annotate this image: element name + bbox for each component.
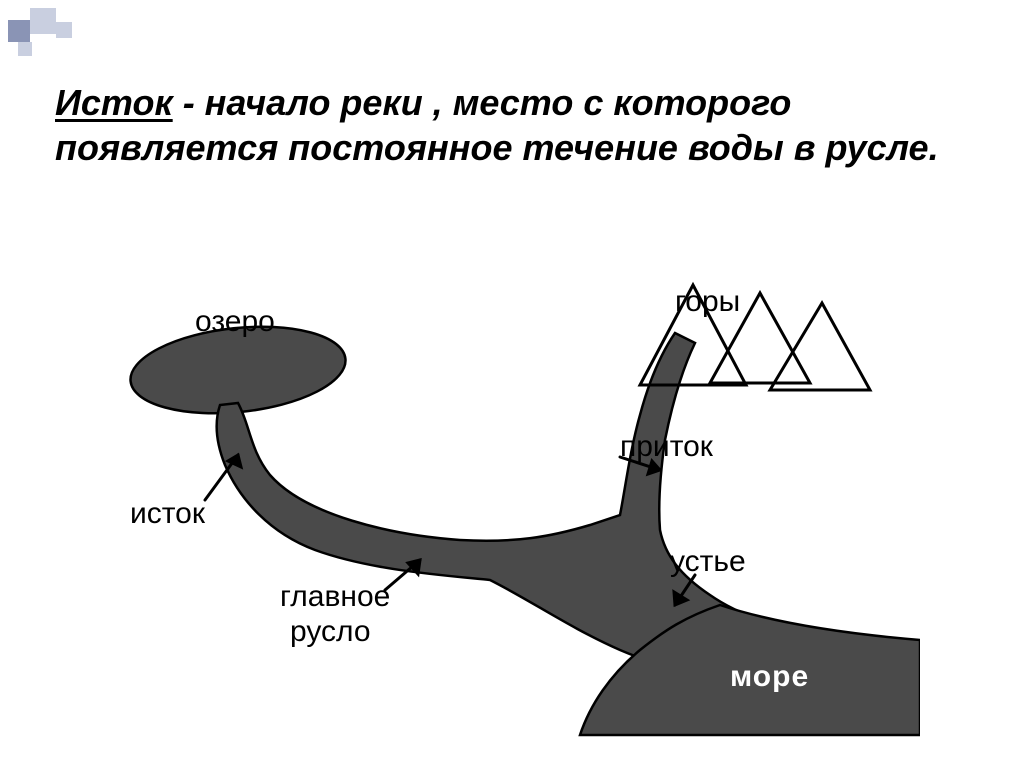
label-source: исток <box>130 497 205 531</box>
label-mouth: устье <box>670 545 746 579</box>
label-sea: море <box>730 660 809 694</box>
label-lake: озеро <box>195 305 275 339</box>
heading: Исток - начало реки , место с которого п… <box>55 80 969 170</box>
river-diagram: озеро горы исток приток главное русло ус… <box>120 275 920 745</box>
label-main-channel-line2: русло <box>290 615 371 649</box>
heading-rest: - начало реки , место с которого появляе… <box>55 82 939 168</box>
label-tributary: приток <box>620 430 713 464</box>
heading-term: Исток <box>55 82 173 123</box>
label-mountains: горы <box>675 285 740 319</box>
label-main-channel-line1: главное <box>280 580 390 614</box>
